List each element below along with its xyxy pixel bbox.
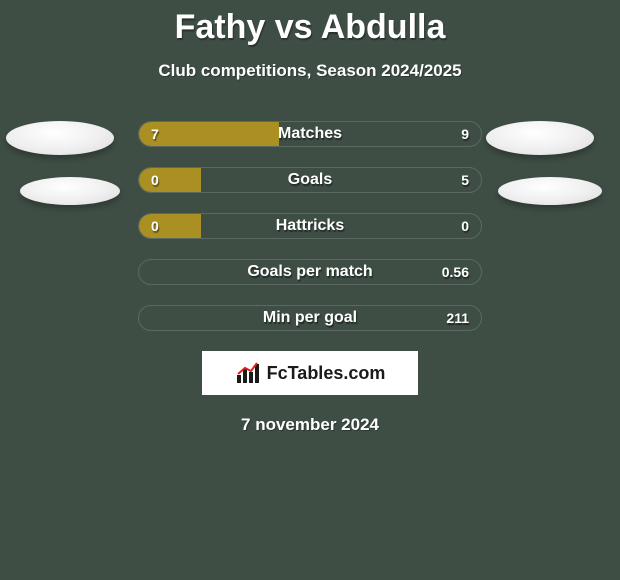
- stat-row-goals-per-match: Goals per match 0.56: [138, 259, 482, 285]
- comparison-chart: 7 Matches 9 0 Goals 5 0 Hattricks 0 Goal…: [0, 121, 620, 435]
- page-subtitle: Club competitions, Season 2024/2025: [0, 61, 620, 81]
- player-right-ellipse-2: [498, 177, 602, 205]
- stat-row-hattricks: 0 Hattricks 0: [138, 213, 482, 239]
- fctables-logo[interactable]: FcTables.com: [202, 351, 418, 395]
- bar-fill-left: [139, 168, 201, 192]
- player-left-ellipse-1: [6, 121, 114, 155]
- stat-row-min-per-goal: Min per goal 211: [138, 305, 482, 331]
- bar-chart-icon: [235, 361, 263, 385]
- stat-label: Goals per match: [139, 260, 481, 284]
- bar-fill-left: [139, 122, 279, 146]
- stat-value-right: 0.56: [442, 260, 469, 284]
- stat-value-right: 0: [461, 214, 469, 238]
- stat-row-goals: 0 Goals 5: [138, 167, 482, 193]
- stat-value-right: 211: [446, 306, 469, 330]
- stat-value-right: 5: [461, 168, 469, 192]
- player-right-ellipse-1: [486, 121, 594, 155]
- logo-text: FcTables.com: [267, 363, 386, 384]
- stat-row-matches: 7 Matches 9: [138, 121, 482, 147]
- player-left-ellipse-2: [20, 177, 120, 205]
- stat-label: Min per goal: [139, 306, 481, 330]
- bar-fill-left: [139, 214, 201, 238]
- date-text: 7 november 2024: [0, 415, 620, 435]
- stat-value-right: 9: [461, 122, 469, 146]
- page-title: Fathy vs Abdulla: [0, 0, 620, 47]
